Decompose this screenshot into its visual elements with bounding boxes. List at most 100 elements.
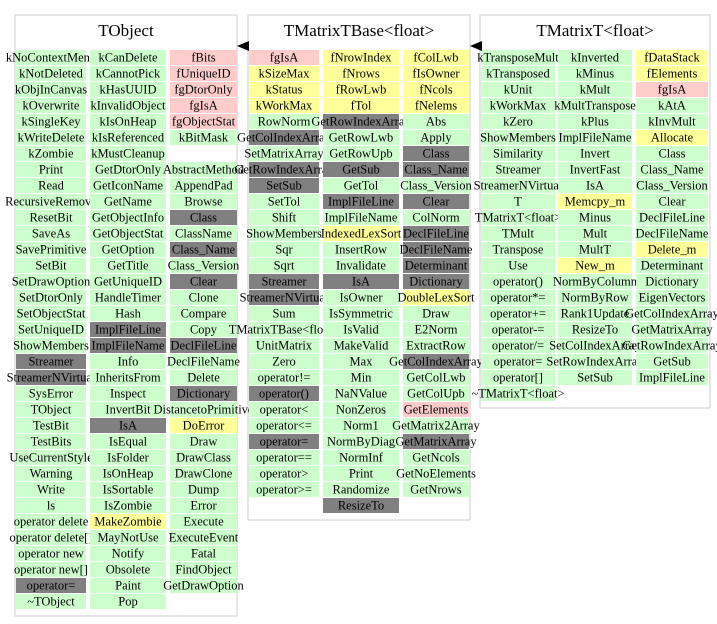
member-name: ImplFileLine: [639, 371, 705, 385]
member-name: IsValid: [343, 323, 379, 337]
member-name: kAtA: [658, 99, 686, 113]
member-name: HandleTimer: [95, 291, 162, 305]
member-cell: [249, 466, 319, 481]
member-name: DeclFileName: [400, 243, 473, 257]
member-name: kTransposeMult: [477, 51, 559, 65]
member-name: GetNoElements: [396, 467, 476, 481]
member-name: kInvalidObject: [91, 99, 167, 113]
member-cell: [249, 50, 319, 65]
member-cell: [558, 274, 632, 289]
member-cell: [481, 306, 555, 321]
member-cell: [558, 130, 632, 145]
member-cell: [90, 306, 166, 321]
member-name: kSizeMax: [259, 67, 310, 81]
member-name: Zero: [272, 355, 296, 369]
member-name: TestBits: [31, 435, 72, 449]
member-name: fDataStack: [644, 51, 700, 65]
member-name: operator/=: [492, 339, 544, 353]
member-name: Class_Version: [636, 179, 708, 193]
member-cell: [16, 514, 86, 529]
member-name: operator new: [18, 547, 84, 561]
member-name: operator>: [260, 467, 309, 481]
member-name: kObjInCanvas: [15, 83, 87, 97]
member-cell: [16, 322, 86, 337]
member-name: kInvMult: [648, 115, 696, 129]
member-cell: [558, 98, 632, 113]
member-name: Streamer: [495, 163, 541, 177]
member-cell: [90, 418, 166, 433]
member-cell: [16, 450, 86, 465]
member-name: GetRowIndexArray: [234, 163, 334, 177]
member-cell: [249, 162, 319, 177]
member-cell: [403, 114, 469, 129]
member-cell: [16, 66, 86, 81]
member-cell: [481, 82, 555, 97]
member-name: kSingleKey: [21, 115, 81, 129]
member-cell: [323, 274, 399, 289]
member-cell: [636, 50, 708, 65]
inheritance-arrowhead: [470, 41, 482, 51]
member-name: GetDrawOption: [163, 579, 244, 593]
member-cell: [636, 274, 708, 289]
member-cell: [170, 386, 237, 401]
member-name: NonZeros: [336, 403, 386, 417]
member-cell: [249, 194, 319, 209]
member-name: GetName: [104, 195, 152, 209]
member-name: ClassName: [175, 227, 232, 241]
member-name: Determinant: [405, 259, 468, 273]
member-cell: [90, 146, 166, 161]
member-name: Clear: [190, 275, 218, 289]
member-name: kIsReferenced: [92, 131, 165, 145]
member-cell: [16, 402, 86, 417]
member-cell: [323, 114, 399, 129]
member-name: Clone: [189, 291, 219, 305]
member-cell: [16, 418, 86, 433]
member-name: operator(): [259, 387, 309, 401]
member-name: fgDtorOnly: [174, 83, 233, 97]
member-cell: [170, 162, 237, 177]
member-cell: [170, 402, 237, 417]
member-cell: [16, 50, 86, 65]
member-cell: [403, 226, 469, 241]
member-cell: [403, 194, 469, 209]
member-cell: [16, 114, 86, 129]
member-cell: [170, 530, 237, 545]
member-cell: [403, 178, 469, 193]
member-cell: [323, 146, 399, 161]
member-name: kIsOnHeap: [100, 115, 157, 129]
member-cell: [16, 594, 86, 609]
member-cell: [481, 258, 555, 273]
member-cell: [249, 82, 319, 97]
member-cell: [636, 146, 708, 161]
member-name: Shift: [272, 211, 297, 225]
member-cell: [90, 130, 166, 145]
member-cell: [249, 210, 319, 225]
member-name: operator<: [260, 403, 309, 417]
member-cell: [323, 98, 399, 113]
member-cell: [16, 130, 86, 145]
member-name: fNrows: [342, 67, 380, 81]
member-cell: [170, 546, 237, 561]
member-name: Allocate: [651, 131, 694, 145]
member-cell: [16, 290, 86, 305]
member-name: operator new[]: [14, 563, 88, 577]
member-name: IsOnHeap: [103, 467, 154, 481]
member-name: Dump: [188, 483, 219, 497]
member-name: Streamer: [28, 355, 74, 369]
member-name: kUnit: [504, 83, 533, 97]
member-cell: [636, 338, 708, 353]
member-cell: [481, 290, 555, 305]
member-cell: [558, 226, 632, 241]
member-name: Clear: [658, 195, 686, 209]
member-cell: [636, 354, 708, 369]
member-name: kHasUUID: [100, 83, 157, 97]
member-name: operator>=: [256, 483, 312, 497]
member-cell: [636, 98, 708, 113]
member-name: TMatrixTBase<float>: [229, 323, 340, 337]
member-cell: [403, 274, 469, 289]
member-name: Fatal: [191, 547, 217, 561]
member-name: ExtractRow: [406, 339, 466, 353]
member-cell: [170, 178, 237, 193]
member-cell: [16, 546, 86, 561]
member-name: Abs: [426, 115, 446, 129]
